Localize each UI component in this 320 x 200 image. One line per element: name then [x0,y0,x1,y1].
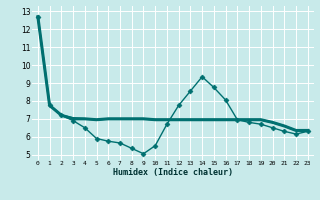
X-axis label: Humidex (Indice chaleur): Humidex (Indice chaleur) [113,168,233,177]
